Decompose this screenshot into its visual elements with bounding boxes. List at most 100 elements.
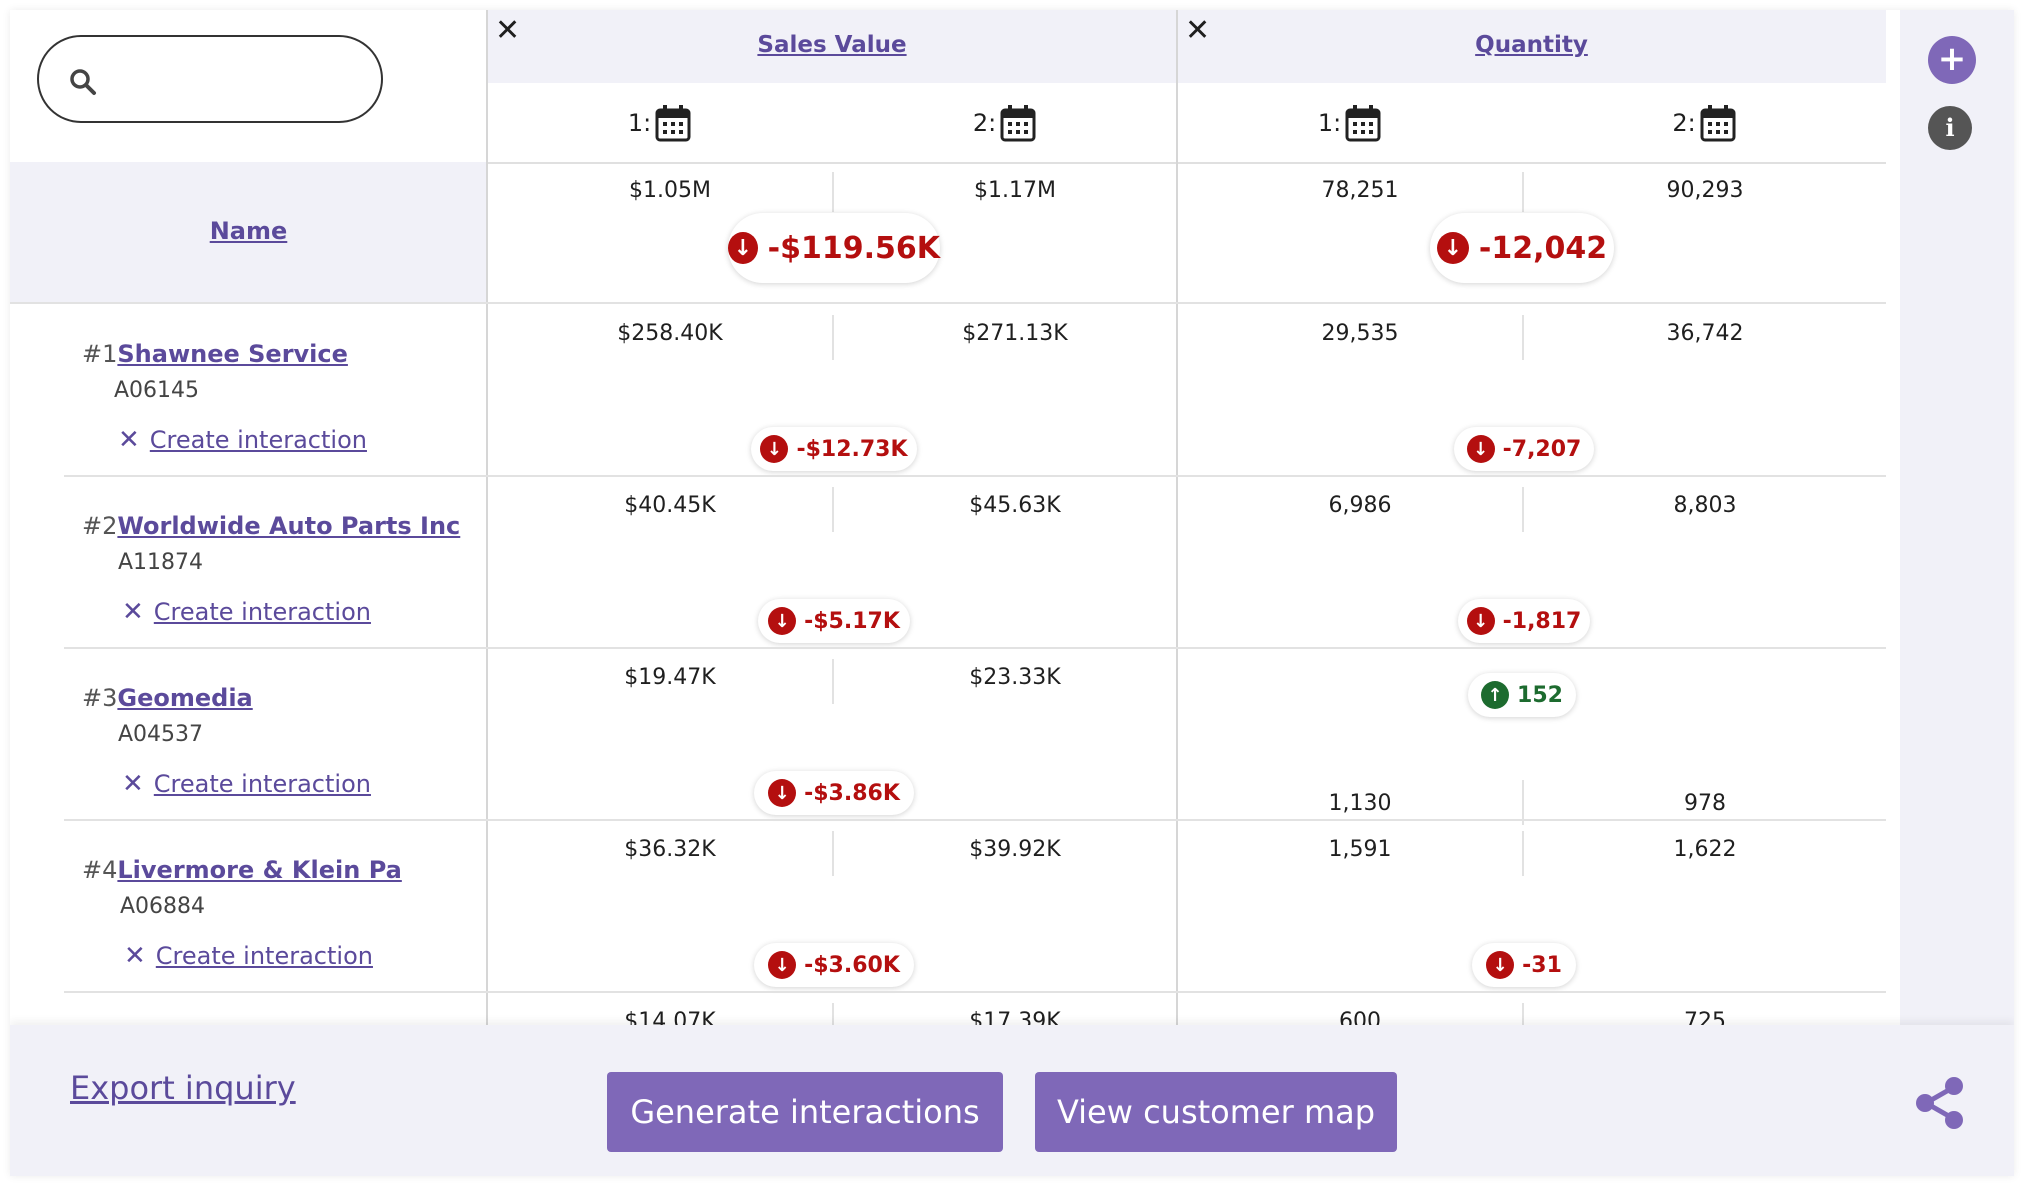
calendar-icon[interactable]	[1700, 104, 1736, 142]
qty-p1-value: 29,535	[1321, 321, 1399, 346]
create-interaction-link[interactable]: ✕ Create interaction	[122, 597, 371, 627]
qty-delta-badge: ↓ -31	[1472, 943, 1576, 987]
close-icon[interactable]: ✕	[122, 769, 144, 799]
create-interaction-label[interactable]: Create interaction	[155, 942, 373, 970]
qty-delta-badge: ↓ -7,207	[1454, 427, 1594, 471]
qty-p1-value: 600	[1339, 1009, 1381, 1025]
period-divider	[1522, 487, 1524, 532]
qty-p2-value: 8,803	[1673, 493, 1737, 518]
customer-code: A04537	[118, 722, 204, 747]
generate-interactions-button[interactable]: Generate interactions	[607, 1072, 1003, 1152]
period-divider	[1522, 831, 1524, 876]
period-picker[interactable]: 1:	[487, 83, 832, 162]
sales-delta-badge: ↓ -$3.86K	[754, 771, 914, 815]
close-icon[interactable]: ✕	[1185, 13, 1211, 48]
rank-label: #2	[82, 512, 118, 540]
create-interaction-label[interactable]: Create interaction	[153, 770, 371, 798]
close-icon[interactable]: ✕	[118, 425, 140, 455]
row-divider	[64, 991, 1886, 993]
rank-label: #4	[82, 856, 118, 884]
customer-code: A06884	[120, 894, 206, 919]
search-input[interactable]	[117, 55, 361, 105]
create-interaction-label[interactable]: Create interaction	[149, 426, 367, 454]
arrow-down-icon: ↓	[768, 951, 797, 979]
rank-label: #3	[82, 684, 118, 712]
arrow-down-icon: ↓	[1466, 435, 1495, 463]
footer-bar: Export inquiry Generate interactions Vie…	[10, 1025, 2014, 1176]
qty-delta-badge: ↑ 152	[1468, 673, 1576, 717]
period-label: 1:	[1317, 108, 1342, 137]
delta-value: -1,817	[1502, 608, 1582, 634]
plus-icon[interactable]: +	[1928, 36, 1976, 84]
sales-p2-value: $17.39K	[969, 1009, 1061, 1025]
customer-name-link[interactable]: Shawnee Service	[117, 340, 348, 368]
period-divider	[832, 172, 834, 212]
arrow-down-icon: ↓	[768, 779, 797, 807]
period-divider	[1522, 1003, 1524, 1025]
customer-name-link[interactable]: Geomedia	[117, 684, 253, 712]
close-icon[interactable]: ✕	[124, 941, 146, 971]
sales-delta-badge: ↓ -$12.73K	[751, 427, 917, 471]
qty-p1-value: 6,986	[1328, 493, 1392, 518]
side-rail	[1900, 10, 2014, 1025]
close-icon[interactable]: ✕	[495, 13, 521, 48]
sales-p1-value: $258.40K	[617, 321, 723, 346]
row-rank-name: #2Worldwide Auto Parts Inc	[82, 512, 460, 540]
create-interaction-link[interactable]: ✕ Create interaction	[122, 769, 371, 799]
delta-value: -$5.17K	[804, 608, 900, 634]
arrow-up-icon: ↑	[1481, 681, 1510, 709]
share-icon[interactable]	[1912, 1075, 1968, 1131]
total-sales-delta-badge: ↓ -$119.56K	[728, 213, 940, 283]
search-icon	[70, 69, 96, 95]
period-header-row: 1: 2: 1:	[487, 83, 1886, 164]
qty-p1-value: 1,591	[1328, 837, 1392, 862]
period-divider	[832, 1003, 834, 1025]
view-customer-map-button[interactable]: View customer map	[1035, 1072, 1397, 1152]
calendar-icon[interactable]	[655, 104, 691, 142]
calendar-icon[interactable]	[1000, 104, 1036, 142]
rank-label: #1	[82, 340, 118, 368]
column-divider	[486, 10, 488, 1025]
close-icon[interactable]: ✕	[122, 597, 144, 627]
delta-value: -$12.73K	[796, 436, 908, 462]
sort-by-quantity-link[interactable]: Quantity	[1475, 32, 1588, 58]
total-qty-p1: 78,251	[1321, 178, 1399, 203]
period-label: 2:	[1672, 108, 1696, 137]
period-picker[interactable]: 2:	[832, 83, 1177, 162]
period-label: 1:	[627, 108, 652, 137]
create-interaction-link[interactable]: ✕ Create interaction	[124, 941, 373, 971]
create-interaction-link[interactable]: ✕ Create interaction	[118, 425, 367, 455]
period-picker[interactable]: 2:	[1522, 83, 1886, 162]
row-divider	[64, 647, 1886, 649]
info-icon[interactable]: i	[1928, 106, 1972, 150]
period-divider	[1522, 780, 1524, 825]
arrow-down-icon: ↓	[1436, 232, 1469, 264]
customer-name-link[interactable]: Worldwide Auto Parts Inc	[117, 512, 461, 540]
export-inquiry-link[interactable]: Export inquiry	[70, 1069, 296, 1107]
qty-p2-value: 1,622	[1673, 837, 1737, 862]
total-sales-p2: $1.17M	[974, 178, 1056, 203]
create-interaction-label[interactable]: Create interaction	[153, 598, 371, 626]
qty-delta-badge: ↓ -1,817	[1458, 599, 1590, 643]
comparison-table: Name ✕ Sales Value ✕ Quantity 1: 2	[10, 10, 1886, 1025]
period-picker[interactable]: 1:	[1177, 83, 1522, 162]
arrow-down-icon: ↓	[1466, 607, 1495, 635]
search-box[interactable]	[37, 35, 383, 123]
sort-by-sales-value-link[interactable]: Sales Value	[757, 32, 907, 58]
delta-value: -7,207	[1502, 436, 1582, 462]
sales-p1-value: $36.32K	[624, 837, 716, 862]
search-cell	[10, 10, 487, 162]
arrow-down-icon: ↓	[760, 435, 789, 463]
sales-p2-value: $39.92K	[969, 837, 1061, 862]
sort-by-name-link[interactable]: Name	[209, 217, 288, 245]
customer-name-link[interactable]: Livermore & Klein Pa	[117, 856, 402, 884]
sales-p1-value: $14.07K	[624, 1009, 716, 1025]
qty-p2-value: 725	[1684, 1009, 1726, 1025]
qty-p1-value: 1,130	[1328, 791, 1392, 816]
calendar-icon[interactable]	[1345, 104, 1381, 142]
total-qty-delta-badge: ↓ -12,042	[1430, 213, 1614, 283]
app-frame: Name ✕ Sales Value ✕ Quantity 1: 2	[10, 10, 2014, 1176]
period-divider	[1522, 172, 1524, 212]
arrow-down-icon: ↓	[768, 607, 797, 635]
delta-value: 152	[1517, 682, 1563, 708]
